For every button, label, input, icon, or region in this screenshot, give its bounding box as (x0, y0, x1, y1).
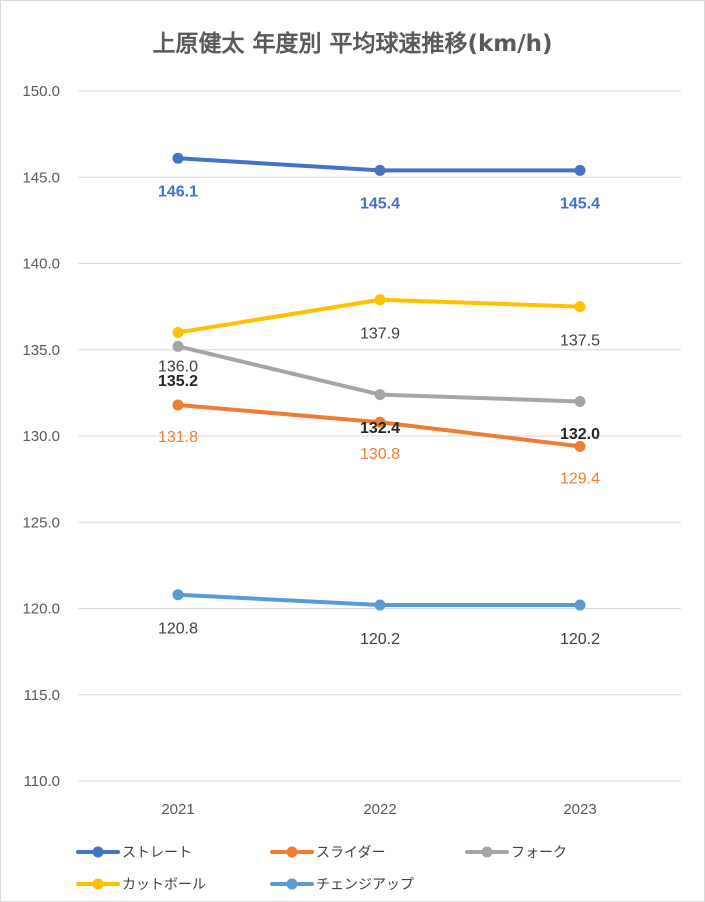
legend-label: ストレート (122, 845, 192, 861)
data-label: 135.2 (158, 373, 198, 390)
y-tick-label: 150.0 (22, 83, 60, 100)
y-tick-label: 130.0 (22, 428, 60, 445)
data-label: 145.4 (560, 195, 600, 212)
data-label: 132.0 (560, 426, 600, 443)
data-point (574, 164, 586, 176)
data-point (172, 152, 184, 164)
data-point (374, 416, 386, 428)
data-label: 130.8 (360, 446, 400, 463)
data-label: 137.9 (360, 326, 400, 343)
legend-label: フォーク (511, 845, 567, 861)
y-tick-label: 115.0 (24, 687, 60, 704)
y-tick-label: 145.0 (22, 169, 60, 186)
y-tick-label: 120.0 (22, 601, 60, 618)
data-label: 146.1 (158, 183, 198, 200)
data-point (574, 301, 586, 313)
x-tick-label: 2022 (363, 801, 396, 818)
data-label: 145.4 (360, 195, 400, 212)
data-point (574, 396, 586, 407)
data-point (172, 327, 184, 338)
data-point (374, 389, 386, 401)
y-tick-label: 140.0 (22, 256, 60, 273)
data-label: 120.2 (560, 631, 600, 648)
y-tick-label: 135.0 (22, 342, 60, 359)
data-label: 120.2 (360, 631, 400, 648)
data-label: 131.8 (158, 429, 198, 446)
data-point (374, 164, 386, 176)
legend-label: カットボール (122, 877, 206, 893)
x-tick-label: 2021 (161, 801, 194, 818)
data-point (374, 599, 386, 611)
chart-title: 上原健太 年度別 平均球速推移(km/h) (152, 31, 553, 57)
data-point (172, 589, 184, 601)
y-tick-label: 110.0 (24, 773, 60, 790)
x-tick-label: 2023 (563, 801, 596, 818)
legend-marker (286, 878, 298, 890)
data-label: 136.0 (158, 359, 198, 376)
data-point (574, 599, 586, 611)
data-label: 120.8 (158, 621, 198, 638)
data-point (172, 340, 184, 352)
y-tick-label: 125.0 (22, 514, 60, 531)
legend-marker (286, 846, 298, 858)
data-label: 129.4 (560, 470, 600, 487)
data-label: 132.4 (360, 420, 400, 437)
legend-marker (92, 846, 104, 858)
data-label: 137.5 (560, 333, 600, 350)
legend-marker (481, 846, 493, 858)
legend-label: スライダー (316, 845, 385, 861)
legend-marker (92, 878, 104, 890)
legend-label: チェンジアップ (316, 877, 414, 893)
data-point (172, 399, 184, 411)
data-point (374, 294, 386, 306)
data-point (574, 440, 586, 452)
